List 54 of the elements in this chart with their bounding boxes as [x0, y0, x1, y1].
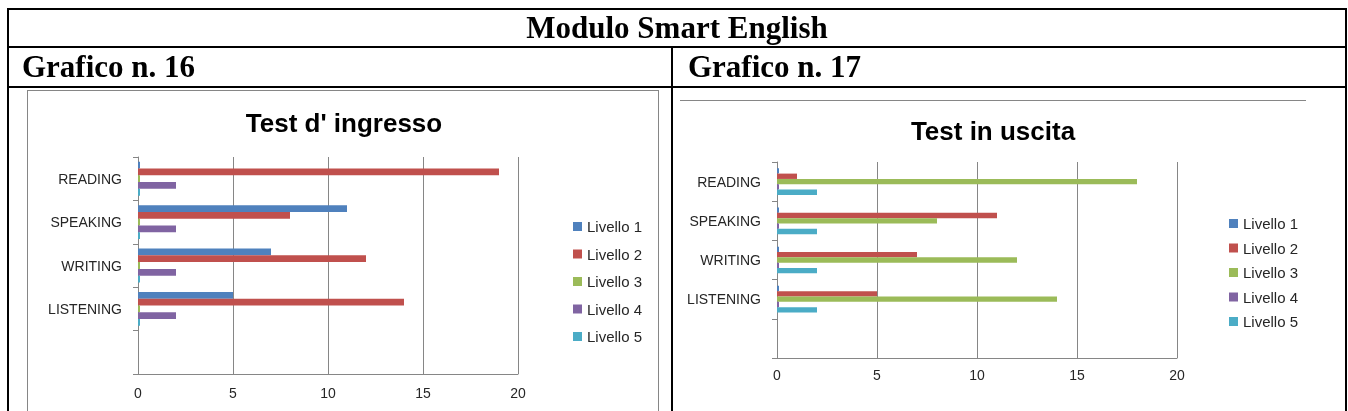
- bar: [777, 307, 817, 313]
- text: Modulo Smart English: [526, 10, 828, 45]
- chart-title: Test d' ingresso: [245, 108, 443, 138]
- bar: [777, 212, 997, 219]
- x-tick-label: 5: [229, 385, 238, 401]
- y-tick-label: WRITING: [61, 257, 122, 274]
- text: Grafico n. 16: [22, 49, 196, 84]
- x-tick-label: 10: [969, 367, 985, 383]
- bar: [777, 189, 817, 195]
- bar: [138, 255, 366, 263]
- legend-label: Livello 2: [587, 245, 643, 263]
- bar: [777, 252, 917, 258]
- y-tick-label: LISTENING: [687, 291, 761, 308]
- bar: [138, 182, 176, 189]
- bar: [777, 218, 937, 224]
- bar: [777, 257, 1017, 263]
- bar: [138, 268, 176, 276]
- y-tick-label: LISTENING: [48, 300, 122, 317]
- x-tick-label: 10: [320, 385, 336, 401]
- y-tick-label: READING: [697, 173, 761, 190]
- bar: [138, 205, 347, 212]
- bar: [138, 225, 176, 233]
- y-tick-label: SPEAKING: [689, 212, 761, 229]
- legend-label: Livello 4: [1243, 288, 1299, 306]
- bar: [777, 173, 797, 179]
- legend-label: Livello 3: [587, 273, 643, 290]
- bar: [138, 291, 233, 299]
- legend-label: Livello 1: [587, 218, 643, 235]
- x-tick-label: 5: [873, 367, 882, 383]
- legend-label: Livello 2: [1243, 239, 1299, 257]
- bar: [777, 228, 817, 235]
- x-tick-label: 0: [773, 367, 782, 383]
- x-tick-label: 15: [1069, 367, 1085, 383]
- legend-label: Livello 3: [1243, 264, 1299, 281]
- bar: [138, 312, 176, 320]
- bar: [138, 298, 404, 306]
- bar: [777, 296, 1057, 302]
- x-tick-label: 0: [134, 385, 143, 401]
- x-tick-label: 15: [415, 385, 431, 401]
- x-tick-label: 20: [510, 385, 526, 401]
- y-tick-label: READING: [58, 170, 122, 187]
- bar: [138, 211, 290, 219]
- bar: [777, 268, 817, 274]
- y-tick-label: SPEAKING: [50, 214, 122, 231]
- legend-label: Livello 1: [1243, 215, 1299, 232]
- text: Grafico n. 17: [688, 49, 862, 84]
- bar: [777, 178, 1137, 185]
- legend-label: Livello 5: [1243, 313, 1299, 330]
- chart-title: Test in uscita: [910, 116, 1076, 146]
- bar: [777, 291, 877, 297]
- x-tick-label: 20: [1169, 367, 1185, 383]
- legend-label: Livello 4: [587, 300, 643, 318]
- y-tick-label: WRITING: [700, 252, 761, 268]
- legend-label: Livello 5: [587, 328, 643, 345]
